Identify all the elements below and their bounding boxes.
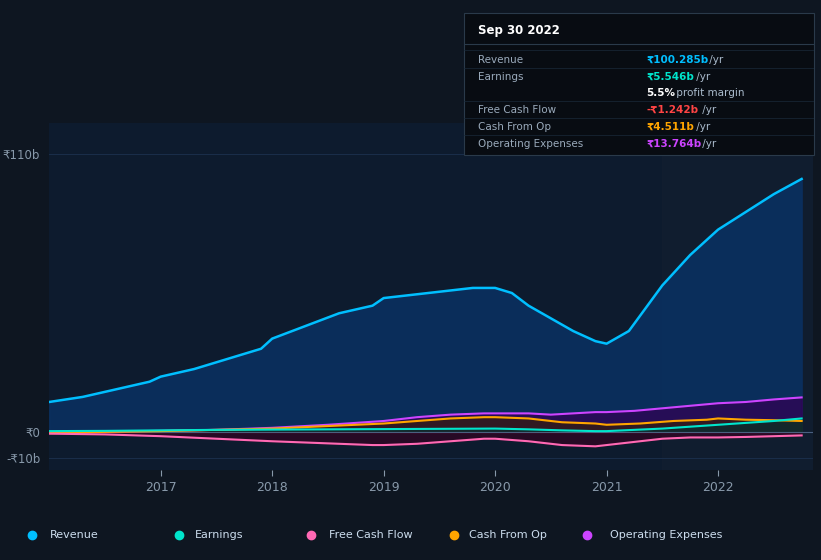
Text: ₹100.285b: ₹100.285b xyxy=(646,55,709,65)
Text: profit margin: profit margin xyxy=(672,87,745,97)
Text: Operating Expenses: Operating Expenses xyxy=(478,139,583,148)
Text: ₹4.511b: ₹4.511b xyxy=(646,122,694,132)
Text: Earnings: Earnings xyxy=(195,530,244,540)
Text: 5.5%: 5.5% xyxy=(646,87,675,97)
Text: Revenue: Revenue xyxy=(50,530,99,540)
Text: Cash From Op: Cash From Op xyxy=(469,530,547,540)
Text: Free Cash Flow: Free Cash Flow xyxy=(328,530,412,540)
Text: /yr: /yr xyxy=(706,55,723,65)
Text: /yr: /yr xyxy=(693,122,710,132)
FancyBboxPatch shape xyxy=(464,13,814,155)
Text: Earnings: Earnings xyxy=(478,72,524,82)
Text: Revenue: Revenue xyxy=(478,55,523,65)
Text: ₹5.546b: ₹5.546b xyxy=(646,72,694,82)
Text: /yr: /yr xyxy=(699,105,717,115)
Text: ₹13.764b: ₹13.764b xyxy=(646,139,701,148)
Text: /yr: /yr xyxy=(693,72,710,82)
Text: Operating Expenses: Operating Expenses xyxy=(610,530,722,540)
Text: -₹1.242b: -₹1.242b xyxy=(646,105,699,115)
Text: /yr: /yr xyxy=(699,139,717,148)
Text: Sep 30 2022: Sep 30 2022 xyxy=(478,24,560,36)
Text: Cash From Op: Cash From Op xyxy=(478,122,551,132)
Text: Free Cash Flow: Free Cash Flow xyxy=(478,105,556,115)
Bar xyxy=(663,123,821,470)
